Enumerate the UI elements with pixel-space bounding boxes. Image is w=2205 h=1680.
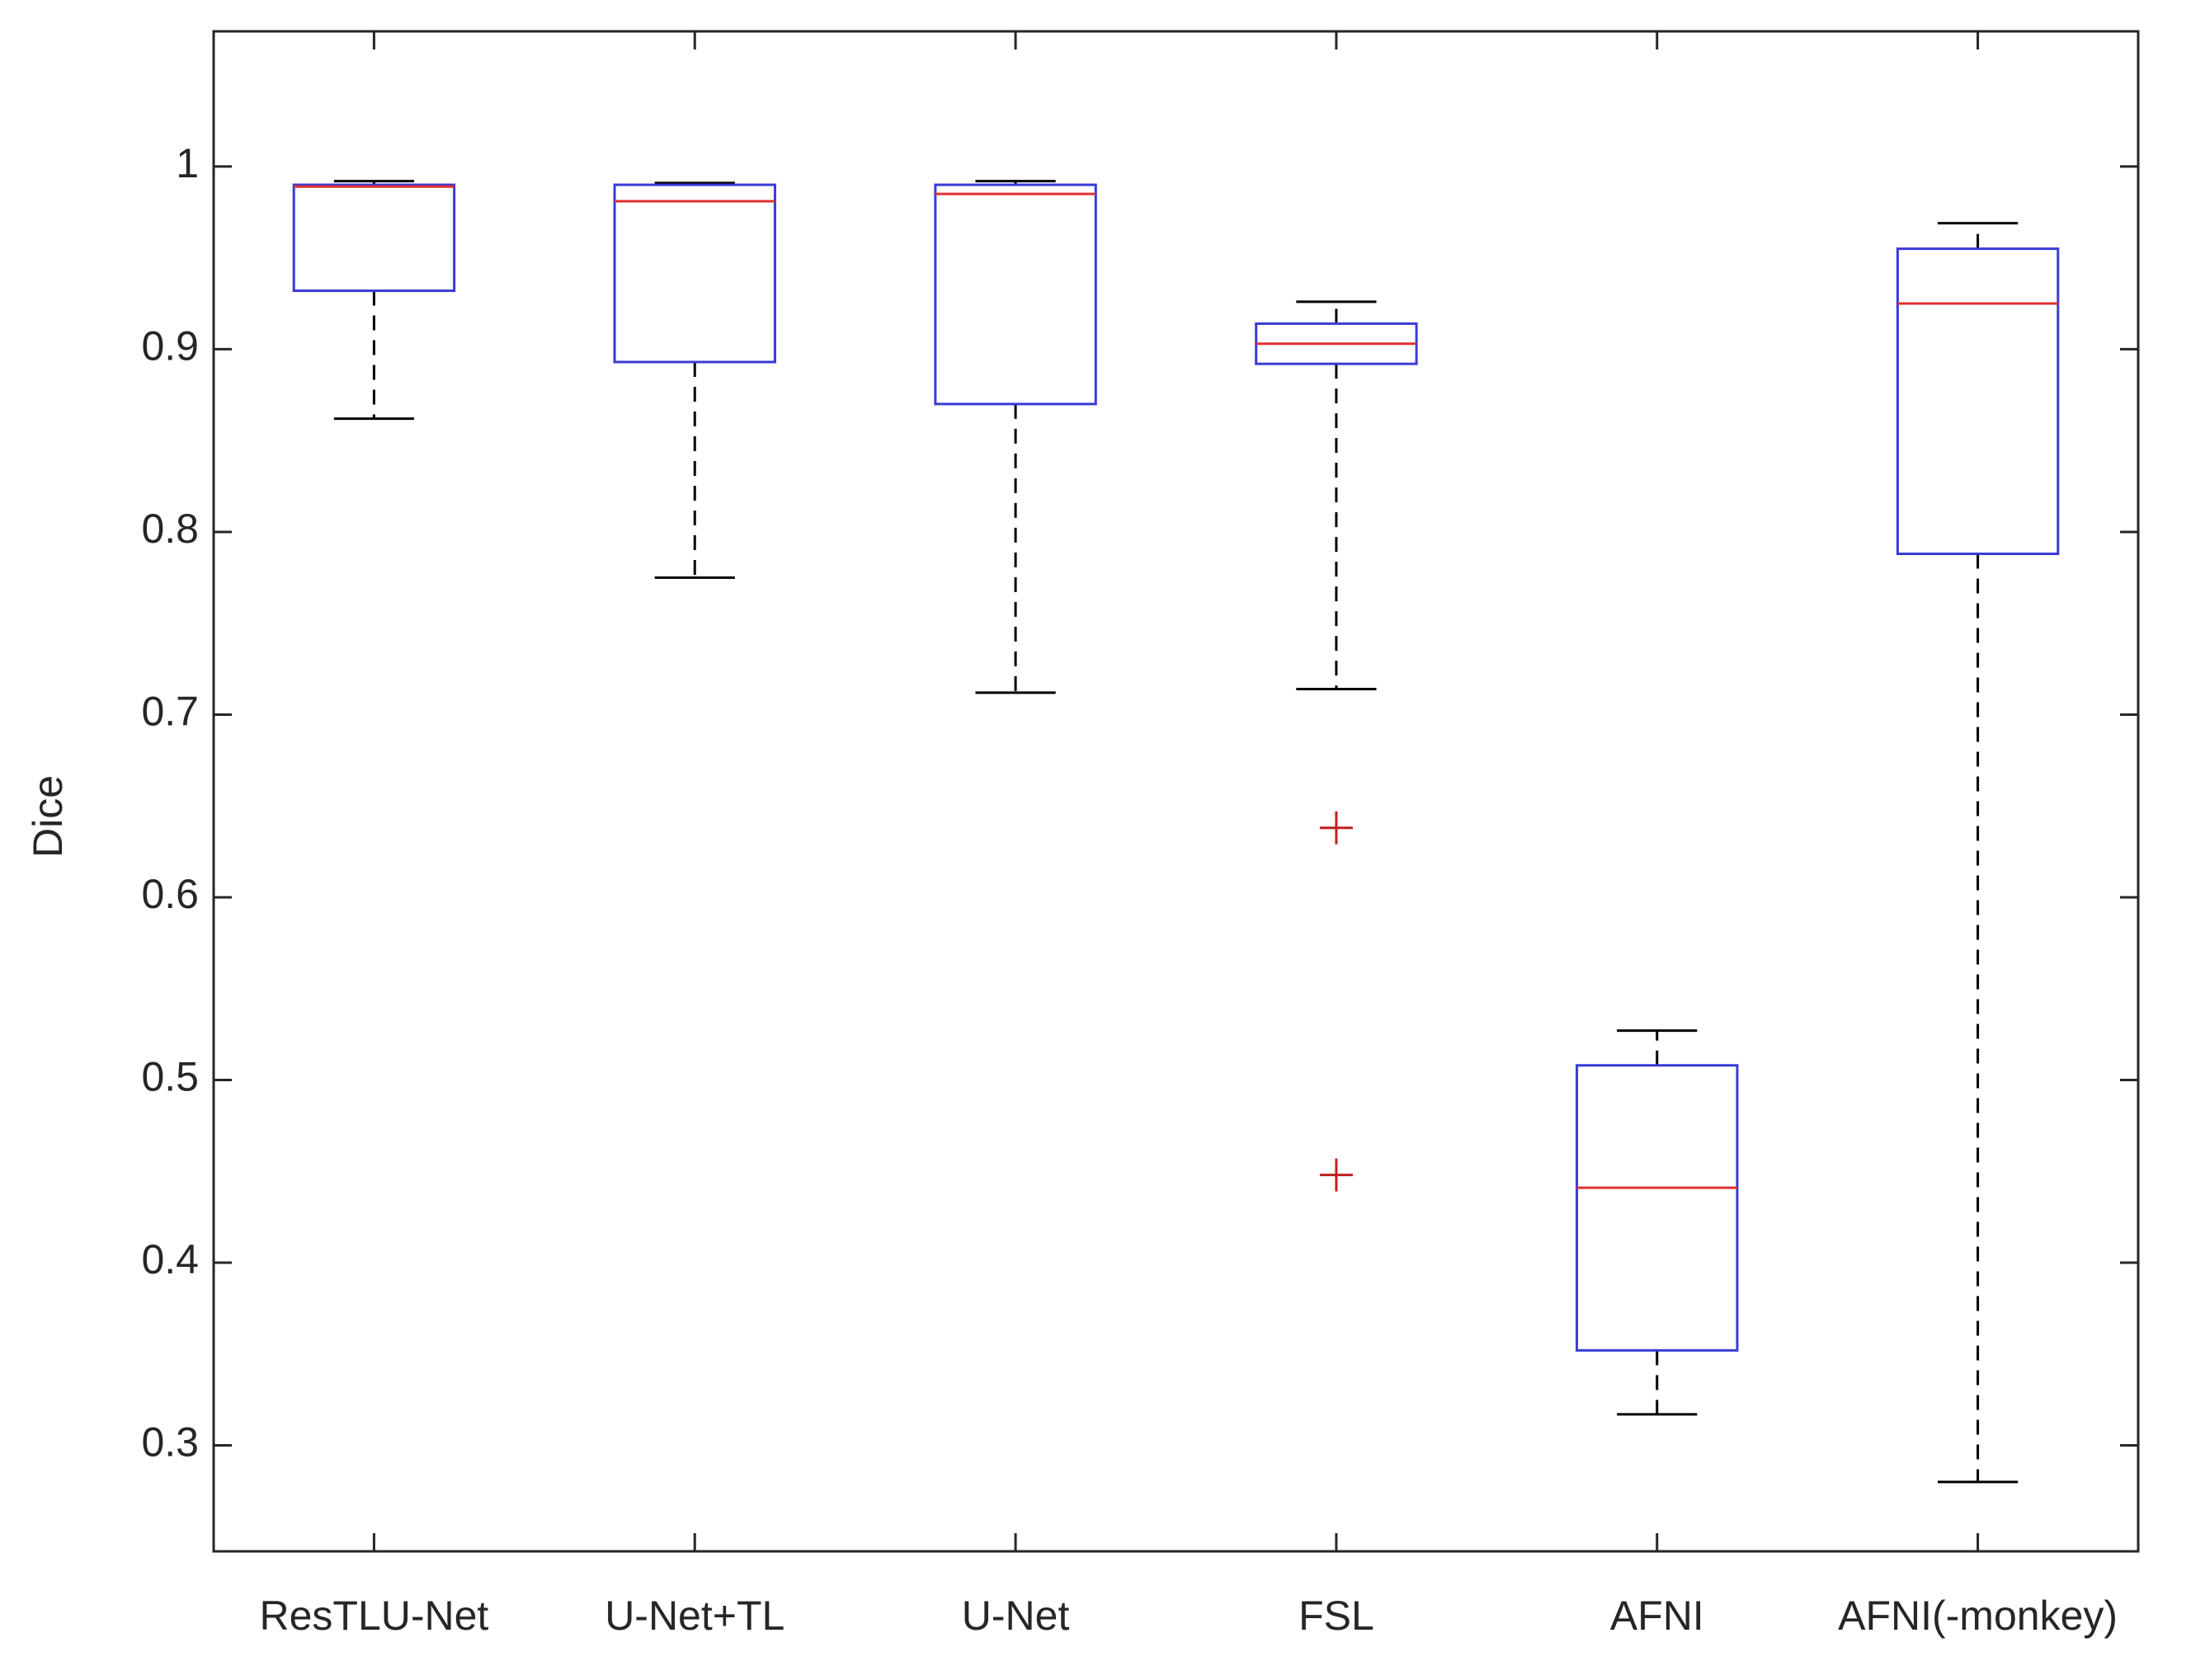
y-tick-label: 0.5 <box>141 1054 199 1100</box>
y-tick-label: 0.4 <box>141 1236 199 1282</box>
x-tick-label: FSL <box>1298 1593 1374 1639</box>
x-tick-label: U-Net <box>962 1593 1070 1639</box>
box <box>1576 1064 1739 1352</box>
y-tick-label: 0.9 <box>141 323 199 369</box>
box <box>1896 247 2060 556</box>
y-tick-label: 1 <box>176 140 199 186</box>
outlier <box>1319 1158 1353 1192</box>
box <box>934 183 1097 406</box>
box <box>613 183 776 364</box>
outlier <box>1319 811 1353 845</box>
y-tick-label: 0.3 <box>141 1419 199 1466</box>
x-tick-label: ResTLU-Net <box>259 1593 488 1639</box>
x-tick-label: U-Net+TL <box>605 1593 784 1639</box>
y-tick-label: 0.7 <box>141 689 199 735</box>
x-tick-label: AFNI(-monkey) <box>1838 1593 2118 1639</box>
y-tick-label: 0.8 <box>141 506 199 552</box>
y-axis-label: Dice <box>25 775 71 858</box>
x-tick-label: AFNI <box>1610 1593 1704 1639</box>
box <box>292 183 456 293</box>
y-tick-label: 0.6 <box>141 871 199 917</box>
plot-frame <box>212 30 2140 1553</box>
